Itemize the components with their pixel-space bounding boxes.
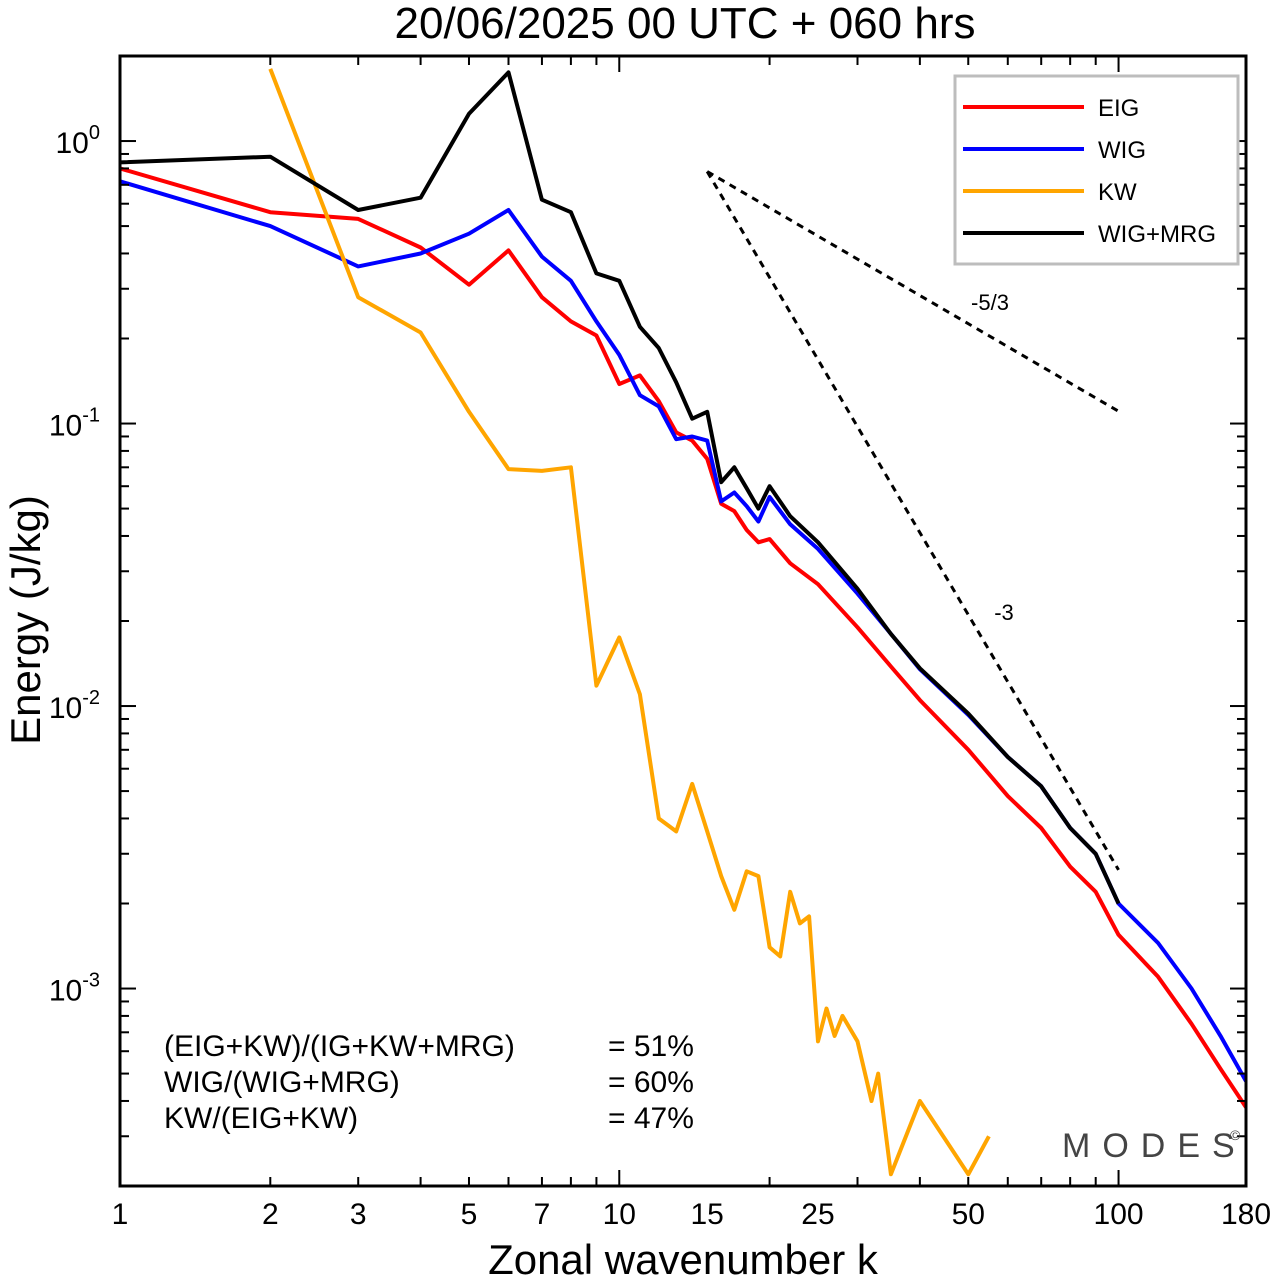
ratio-value: = 60% — [608, 1066, 694, 1099]
x-tick-label: 7 — [534, 1198, 551, 1231]
x-tick-label: 180 — [1221, 1198, 1271, 1231]
slope-line-2 — [705, 170, 1120, 871]
legend: EIG WIG KW WIG+MRG — [953, 74, 1240, 266]
series-line-wig — [120, 179, 1246, 1083]
ratio-label: KW/(EIG+KW) — [164, 1102, 358, 1135]
x-tick-label: 3 — [350, 1198, 367, 1231]
x-tick-label: 100 — [1094, 1198, 1144, 1231]
legend-label: WIG — [1098, 137, 1146, 164]
y-axis-label: Energy (J/kg) — [2, 495, 49, 745]
y-axis: 10-3 10-2 10-1 100 — [49, 55, 1246, 1187]
plot-area — [120, 68, 1246, 1177]
x-tick-label: 2 — [262, 1198, 279, 1231]
chart-title: 20/06/2025 00 UTC + 060 hrs — [395, 0, 976, 48]
slope-line-1 — [706, 170, 1120, 413]
x-tick-label: 25 — [801, 1198, 834, 1231]
ratio-value: = 51% — [608, 1030, 694, 1063]
ratio-annotations: (EIG+KW)/(IG+KW+MRG) = 51% WIG/(WIG+MRG) = … — [164, 1030, 694, 1135]
x-tick-label: 10 — [603, 1198, 636, 1231]
y-tick-label: 10-1 — [49, 405, 100, 443]
x-tick-label: 1 — [112, 1198, 129, 1231]
legend-label: KW — [1098, 179, 1137, 206]
copyright-symbol: © — [1230, 1127, 1241, 1143]
x-axis-label: Zonal wavenumber k — [488, 1236, 879, 1281]
x-axis: 1 2 3 5 7 10 15 25 50 100 180 — [112, 56, 1271, 1231]
series-line-eig — [120, 166, 1246, 1109]
y-tick-label: 10-2 — [49, 687, 100, 725]
slope-reference-lines: -5/3 -3 — [705, 170, 1120, 871]
slope-label: -5/3 — [971, 290, 1009, 315]
y-tick-label: 100 — [56, 122, 101, 160]
legend-label: EIG — [1098, 95, 1139, 122]
x-tick-label: 50 — [952, 1198, 985, 1231]
slope-label: -3 — [994, 600, 1014, 625]
x-tick-label: 5 — [461, 1198, 478, 1231]
modes-watermark: MODES — [1062, 1127, 1247, 1165]
ratio-label: WIG/(WIG+MRG) — [164, 1066, 400, 1099]
x-tick-label: 15 — [691, 1198, 724, 1231]
ratio-value: = 47% — [608, 1102, 694, 1135]
legend-label: WIG+MRG — [1098, 221, 1216, 248]
series-line-kw — [268, 68, 991, 1177]
ratio-label: (EIG+KW)/(IG+KW+MRG) — [164, 1030, 515, 1063]
y-tick-label: 10-3 — [49, 970, 100, 1008]
series-line-wig-mrg — [120, 70, 1121, 905]
